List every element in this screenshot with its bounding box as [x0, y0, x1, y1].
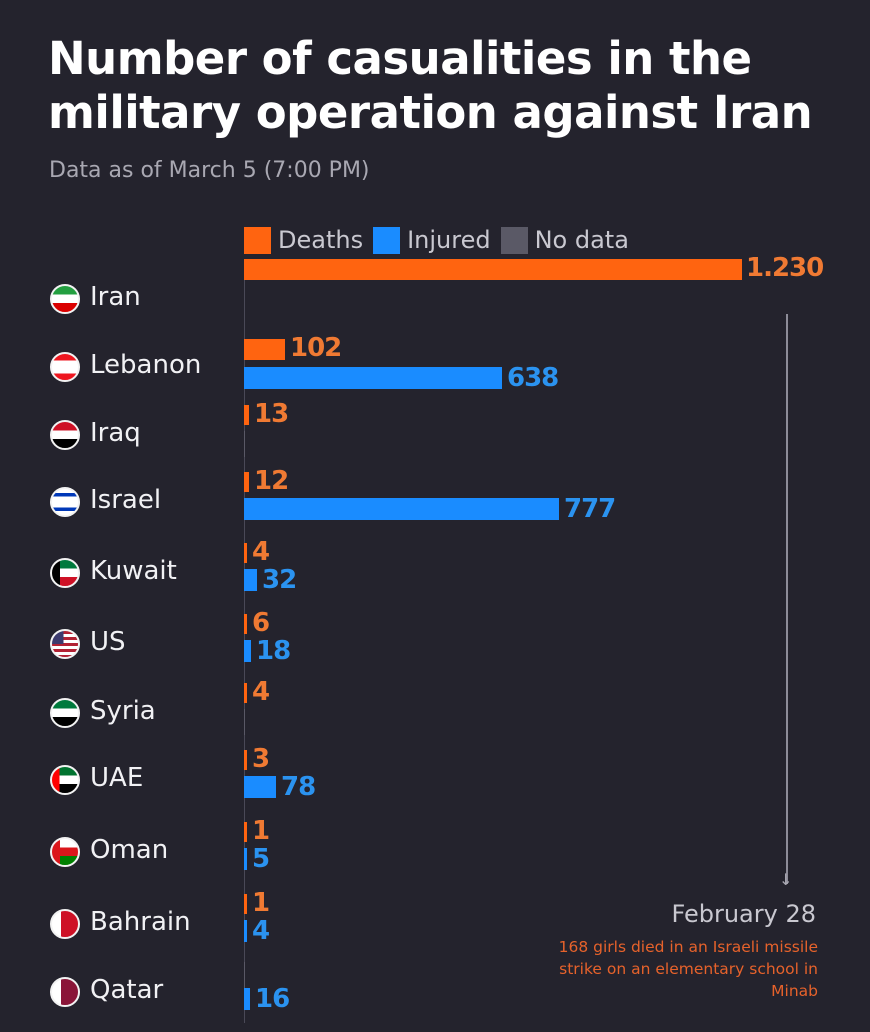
country-label: Iraq: [90, 418, 141, 448]
country-label: Kuwait: [90, 556, 177, 586]
deaths-bar: [244, 683, 247, 703]
deaths-bar: [244, 614, 247, 634]
country-label: US: [90, 627, 126, 657]
injured-bar: [244, 848, 247, 870]
chart-subtitle: Data as of March 5 (7:00 PM): [49, 158, 370, 183]
legend-label: Injured: [407, 226, 491, 254]
no-data-bar: [244, 962, 245, 990]
chart-row-israel: Israel 12 777: [0, 466, 870, 532]
deaths-bar: [244, 894, 247, 914]
chart-row-uae: UAE 3 78: [0, 744, 870, 810]
chart-row-oman: Oman 1 5: [0, 816, 870, 882]
no-data-bar: [244, 709, 245, 735]
deaths-bar: [244, 822, 247, 842]
chart-row-iraq: Iraq 13: [0, 399, 870, 465]
syria-flag-icon: [50, 698, 80, 728]
chart-row-iran: Iran 1.230: [0, 253, 870, 329]
injured-bar: [244, 640, 251, 662]
country-label: Iran: [90, 282, 141, 312]
us-flag-icon: [50, 629, 80, 659]
country-label: UAE: [90, 763, 144, 793]
chart-row-us: US 6 18: [0, 608, 870, 674]
deaths-value-label: 1: [252, 816, 270, 846]
annotation-text: 168 girls died in an Israeli missile str…: [558, 938, 818, 1000]
deaths-value-label: 13: [254, 399, 289, 429]
deaths-value-label: 6: [252, 608, 270, 638]
deaths-value-label: 1.230: [746, 253, 824, 283]
deaths-bar: [244, 339, 285, 360]
chart-row-syria: Syria 4: [0, 677, 870, 743]
country-label: Israel: [90, 485, 162, 515]
chart-row-qatar: Qatar 16: [0, 962, 870, 1022]
annotation-date: February 28: [671, 900, 816, 928]
country-label: Syria: [90, 696, 156, 726]
country-label: Bahrain: [90, 907, 191, 937]
chart-row-kuwait: Kuwait 4 32: [0, 537, 870, 603]
arrow-down-icon: ↓: [779, 870, 793, 889]
injured-value-label: 4: [252, 916, 270, 946]
iraq-flag-icon: [50, 420, 80, 450]
injured-bar: [244, 988, 250, 1010]
deaths-swatch: [244, 226, 271, 254]
legend-item-deaths: Deaths: [244, 226, 363, 254]
injured-bar: [244, 367, 502, 389]
injured-swatch: [373, 226, 401, 254]
deaths-bar: [244, 750, 247, 770]
injured-bar: [244, 569, 257, 591]
oman-flag-icon: [50, 837, 80, 867]
deaths-bar: [244, 543, 247, 563]
injured-value-label: 32: [262, 565, 297, 595]
legend-label: Deaths: [278, 226, 364, 254]
chart-row-bahrain: Bahrain 1 4: [0, 888, 870, 954]
injured-value-label: 16: [255, 984, 290, 1014]
injured-value-label: 78: [281, 772, 316, 802]
injured-bar: [244, 920, 247, 942]
injured-value-label: 18: [256, 636, 291, 666]
injured-value-label: 777: [564, 494, 616, 524]
deaths-bar: [244, 472, 249, 492]
iran-flag-icon: [50, 284, 80, 314]
deaths-value-label: 4: [252, 677, 270, 707]
qatar-flag-icon: [50, 977, 80, 1007]
israel-flag-icon: [50, 487, 80, 517]
deaths-value-label: 3: [252, 744, 270, 774]
no-data-swatch: [500, 226, 528, 254]
legend-item-no-data: No data: [500, 226, 629, 254]
deaths-value-label: 1: [252, 888, 270, 918]
deaths-bar: [244, 259, 742, 280]
injured-bar: [244, 498, 559, 520]
injured-bar: [244, 776, 276, 798]
injured-value-label: 5: [252, 844, 270, 874]
deaths-value-label: 4: [252, 537, 270, 567]
bahrain-flag-icon: [50, 909, 80, 939]
deaths-value-label: 12: [254, 466, 289, 496]
country-label: Oman: [90, 835, 169, 865]
country-label: Lebanon: [90, 350, 202, 380]
no-data-bar: [244, 431, 245, 457]
legend-item-injured: Injured: [373, 226, 491, 254]
deaths-bar: [244, 405, 249, 425]
legend-label: No data: [534, 226, 629, 254]
lebanon-flag-icon: [50, 352, 80, 382]
annotation-arrow-line: [786, 314, 788, 884]
legend: Deaths Injured No data: [244, 226, 639, 254]
chart-row-lebanon: Lebanon 102 638: [0, 333, 870, 397]
country-label: Qatar: [90, 975, 164, 1005]
kuwait-flag-icon: [50, 558, 80, 588]
deaths-value-label: 102: [290, 333, 342, 363]
chart-title: Number of casualities in the military op…: [48, 32, 813, 139]
injured-value-label: 638: [507, 363, 559, 393]
uae-flag-icon: [50, 765, 80, 795]
